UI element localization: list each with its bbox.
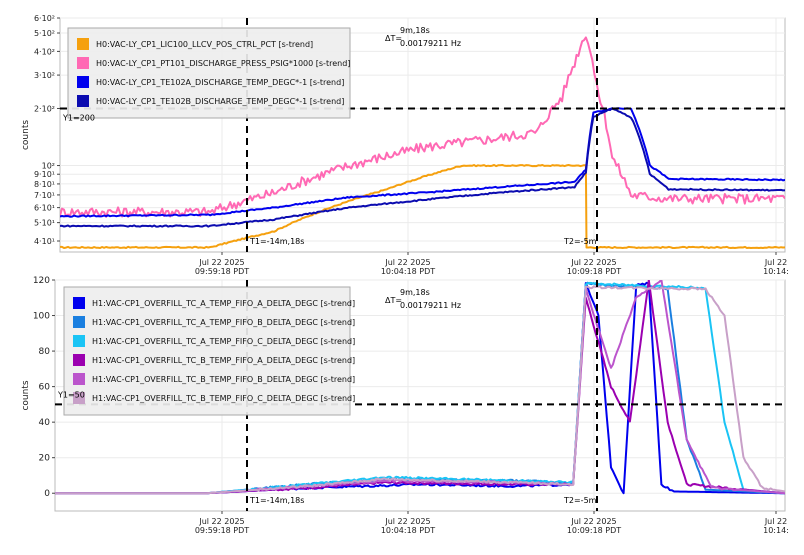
legend-swatch[interactable] [73, 392, 85, 404]
y-tick-label: 120 [33, 276, 50, 286]
x-tick-time: 10:09:18 PDT [567, 526, 621, 535]
legend-entry[interactable]: H0:VAC-LY_CP1_LIC100_LLCV_POS_CTRL_PCT [… [96, 40, 313, 49]
legend-swatch[interactable] [77, 38, 89, 50]
y-tick-label: 5·10² [34, 29, 55, 38]
legend-swatch[interactable] [77, 76, 89, 88]
x-tick-time: 10:04:18 PDT [381, 526, 435, 535]
delta-frequency: 0.00179211 Hz [400, 39, 461, 48]
legend-entry[interactable]: H0:VAC-LY_CP1_TE102A_DISCHARGE_TEMP_DEGC… [96, 78, 344, 87]
y-tick-label: 2·10² [34, 104, 55, 113]
y-tick-label: 4·10² [34, 47, 55, 56]
y-tick-label: 0 [44, 489, 50, 499]
x-tick-time: 09:59:18 PDT [195, 267, 249, 276]
delta-frequency: 0.00179211 Hz [400, 301, 461, 310]
x-tick-date: Jul 22 2025 [198, 258, 244, 267]
y-tick-label: 4·10¹ [34, 237, 55, 246]
y-tick-label: 5·10¹ [34, 219, 55, 228]
legend-swatch[interactable] [73, 373, 85, 385]
t2-cursor-label: T2=-5m [563, 237, 597, 246]
legend-entry[interactable]: H1:VAC-CP1_OVERFILL_TC_A_TEMP_FIFO_A_DEL… [92, 299, 355, 308]
y1-cursor-label: Y1=50 [57, 390, 85, 399]
t1-cursor-label: T1=-14m,18s [249, 237, 304, 246]
y-axis-label: counts [21, 120, 31, 150]
x-tick-time: 10:09:18 PDT [567, 267, 621, 276]
y-tick-label: 10² [42, 162, 55, 171]
legend-entry[interactable]: H0:VAC-LY_CP1_TE102B_DISCHARGE_TEMP_DEGC… [96, 97, 344, 106]
y-tick-label: 80 [39, 347, 51, 357]
x-tick-date: Jul 22 2025 [384, 258, 430, 267]
x-tick-date: Jul 22 2025 [570, 258, 616, 267]
t1-cursor-label: T1=-14m,18s [249, 496, 304, 505]
x-tick-date: Jul 22 2025 [384, 517, 430, 526]
y-tick-label: 40 [39, 418, 51, 428]
x-tick-date: Jul 22 2025 [570, 517, 616, 526]
legend-swatch[interactable] [73, 316, 85, 328]
x-tick-time: 10:04:18 PDT [381, 267, 435, 276]
x-tick-time: 10:14: [763, 267, 789, 276]
y-tick-label: 100 [33, 312, 50, 322]
legend-swatch[interactable] [77, 95, 89, 107]
legend-swatch[interactable] [73, 297, 85, 309]
legend-swatch[interactable] [73, 354, 85, 366]
legend-entry[interactable]: H1:VAC-CP1_OVERFILL_TC_B_TEMP_FIFO_A_DEL… [92, 356, 355, 365]
series-line [55, 285, 785, 495]
legend-box[interactable] [63, 286, 351, 416]
x-tick-date: Jul 22 2025 [198, 517, 244, 526]
delta-time: 9m,18s [400, 26, 430, 35]
y-tick-label: 60 [39, 383, 51, 393]
legend-swatch[interactable] [73, 335, 85, 347]
series-group [55, 280, 785, 495]
y1-cursor-label: Y1=200 [62, 113, 95, 122]
y-tick-label: 20 [39, 454, 51, 464]
delta-time: 9m,18s [400, 288, 430, 297]
delta-label: ΔT= [385, 296, 402, 305]
series-line [60, 164, 785, 249]
y-tick-label: 6·10² [34, 14, 55, 23]
series-line [60, 36, 785, 218]
legend-entry[interactable]: H1:VAC-CP1_OVERFILL_TC_B_TEMP_FIFO_B_DEL… [92, 375, 355, 384]
series-line [60, 107, 785, 228]
y-tick-label: 6·10¹ [34, 204, 55, 213]
delta-label: ΔT= [385, 34, 402, 43]
x-tick-date: Jul 22 [764, 258, 787, 267]
legend-swatch[interactable] [77, 57, 89, 69]
y-tick-label: 7·10¹ [34, 191, 55, 200]
y-tick-label: 8·10¹ [34, 180, 55, 189]
legend-entry[interactable]: H1:VAC-CP1_OVERFILL_TC_B_TEMP_FIFO_C_DEL… [92, 394, 355, 403]
series-group [60, 36, 785, 249]
legend-box[interactable] [67, 27, 351, 119]
x-tick-time: 10:14: [763, 526, 789, 535]
legend-entry[interactable]: H0:VAC-LY_CP1_PT101_DISCHARGE_PRESS_PSIG… [96, 59, 350, 68]
t2-cursor-label: T2=-5m [563, 496, 597, 505]
legend-entry[interactable]: H1:VAC-CP1_OVERFILL_TC_A_TEMP_FIFO_C_DEL… [92, 337, 355, 346]
y-tick-label: 9·10¹ [34, 170, 55, 179]
x-tick-date: Jul 22 [764, 517, 787, 526]
legend-entry[interactable]: H1:VAC-CP1_OVERFILL_TC_A_TEMP_FIFO_B_DEL… [92, 318, 355, 327]
y-tick-label: 3·10² [34, 71, 55, 80]
x-tick-time: 09:59:18 PDT [195, 526, 249, 535]
y-axis-label: counts [21, 380, 31, 410]
series-line [60, 107, 785, 218]
